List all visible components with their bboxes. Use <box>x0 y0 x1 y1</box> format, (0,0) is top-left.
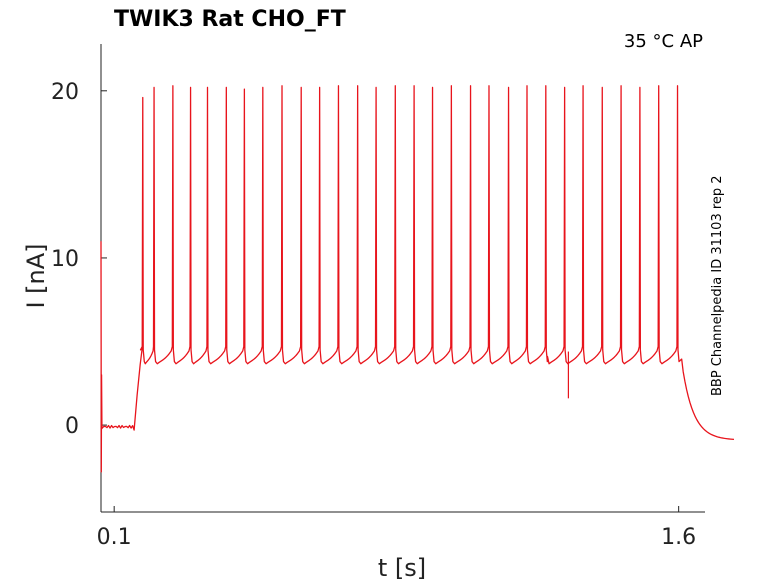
chart-title: TWIK3 Rat CHO_FT <box>114 7 346 32</box>
y-axis-label: I [nA] <box>22 243 50 308</box>
y-tick-label: 0 <box>65 414 79 439</box>
trace-group <box>100 85 735 473</box>
current-trace-line <box>100 85 735 473</box>
x-axis-label: t [s] <box>378 554 426 582</box>
x-tick-label: 1.6 <box>661 525 696 550</box>
side-note: BBP Channelpedia ID 31103 rep 2 <box>710 175 725 396</box>
condition-label: 35 °C AP <box>624 31 703 52</box>
y-tick-label: 20 <box>51 80 79 105</box>
x-axis-ticks: 0.1 1.6 <box>97 506 696 550</box>
plot-axes <box>100 44 705 513</box>
y-axis-ticks: 0 10 20 <box>51 80 107 439</box>
y-tick-label: 10 <box>51 247 79 272</box>
x-tick-label: 0.1 <box>97 525 132 550</box>
